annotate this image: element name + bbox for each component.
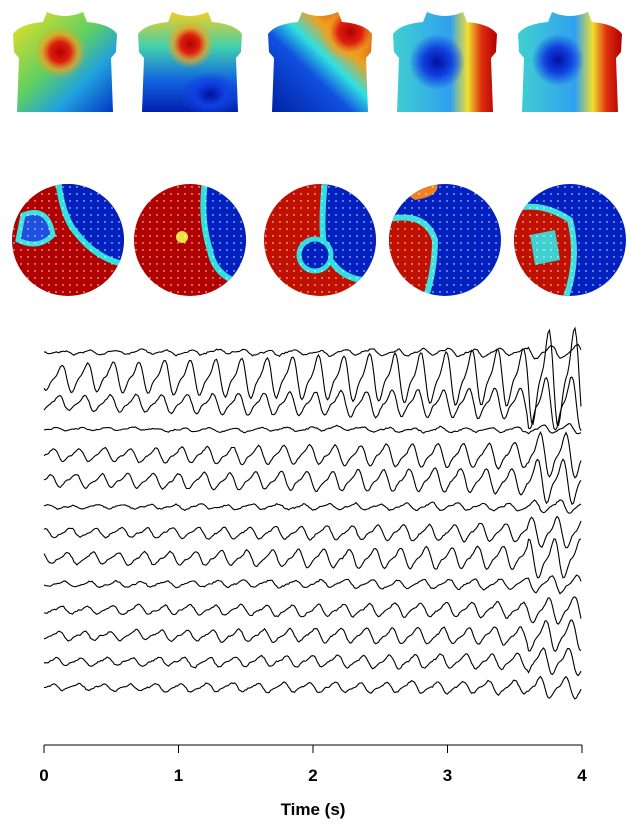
ecg-trace — [44, 517, 581, 548]
x-axis: 0 1 2 3 4 — [39, 745, 587, 785]
ecg-trace — [44, 575, 581, 594]
heart-map — [260, 180, 380, 300]
x-tick-label: 0 — [39, 766, 48, 785]
torso-map — [13, 12, 117, 112]
torso-map — [393, 12, 497, 112]
ecg-trace — [44, 424, 581, 434]
torso-map — [138, 12, 242, 117]
heart-map — [510, 180, 628, 300]
torso-maps — [13, 2, 622, 117]
ecg-trace — [44, 500, 581, 513]
ecg-trace — [44, 620, 581, 651]
figure: 0 1 2 3 4 Time (s) — [0, 0, 628, 825]
ecg-trace — [44, 597, 581, 624]
ecg-trace — [44, 677, 581, 699]
page: 01234 Time (s) (() => { const data = JSO… — [0, 0, 628, 830]
torso-map — [518, 12, 622, 112]
heart-map — [130, 180, 250, 300]
ecg-trace — [44, 432, 581, 478]
ecg-trace — [44, 648, 581, 676]
torso-map — [268, 2, 380, 112]
heart-map — [385, 180, 505, 300]
x-tick-label: 2 — [308, 766, 317, 785]
ecg-trace — [44, 377, 581, 431]
heart-maps — [8, 180, 628, 300]
x-tick-label: 3 — [443, 766, 452, 785]
heart-map — [8, 180, 128, 300]
x-tick-label: 1 — [174, 766, 183, 785]
x-tick-label: 4 — [577, 766, 587, 785]
ecg-traces — [44, 328, 581, 699]
x-axis-label: Time (s) — [281, 800, 346, 819]
ecg-trace — [44, 539, 581, 578]
